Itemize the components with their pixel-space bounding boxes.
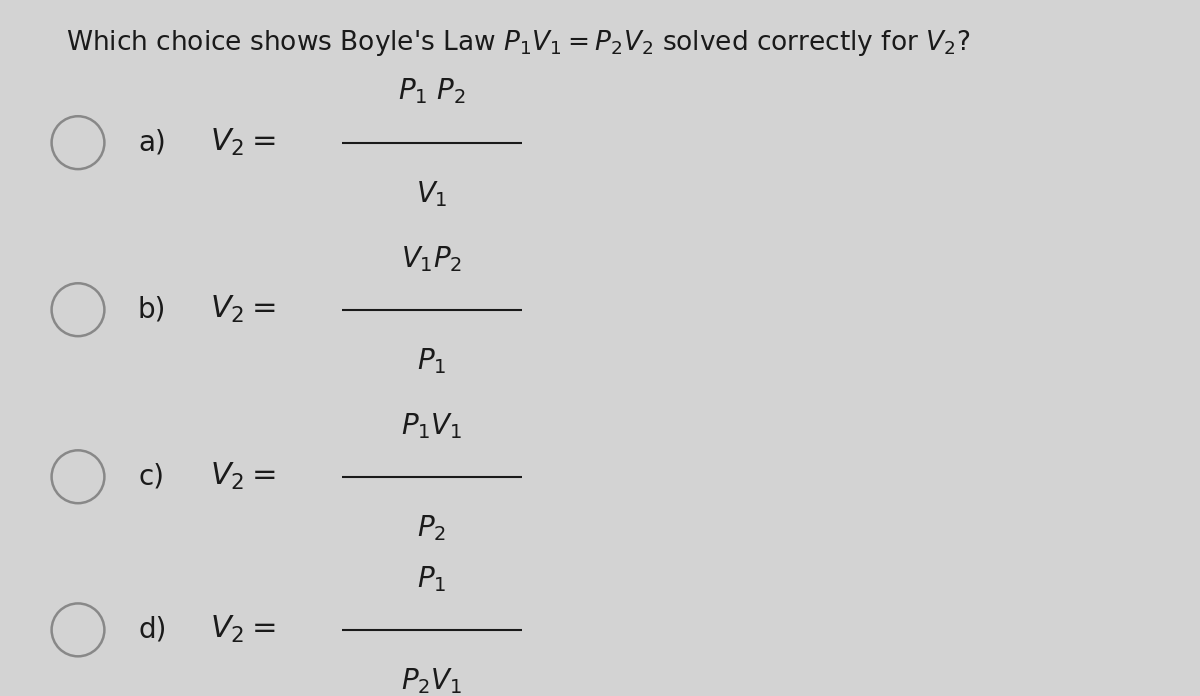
Text: $P_1$: $P_1$ [418, 564, 446, 594]
Text: $P_1 V_1$: $P_1 V_1$ [401, 411, 463, 441]
Text: $P_1$: $P_1$ [418, 346, 446, 376]
Text: Which choice shows Boyle's Law $P_1V_1 = P_2V_2$ solved correctly for $V_2$?: Which choice shows Boyle's Law $P_1V_1 =… [66, 28, 971, 58]
Text: $V_1 P_2$: $V_1 P_2$ [401, 244, 463, 274]
Text: $V_2 = $: $V_2 = $ [210, 615, 276, 645]
Text: d): d) [138, 616, 167, 644]
Text: c): c) [138, 463, 164, 491]
Text: $P_1 \ P_2$: $P_1 \ P_2$ [398, 77, 466, 106]
Text: b): b) [138, 296, 167, 324]
Text: $V_1$: $V_1$ [416, 179, 448, 209]
Text: $V_2 = $: $V_2 = $ [210, 127, 276, 158]
Text: a): a) [138, 129, 166, 157]
Text: $V_2 = $: $V_2 = $ [210, 294, 276, 325]
Text: $V_2 = $: $V_2 = $ [210, 461, 276, 492]
Text: $P_2 V_1$: $P_2 V_1$ [401, 666, 463, 696]
Text: $P_2$: $P_2$ [418, 513, 446, 543]
